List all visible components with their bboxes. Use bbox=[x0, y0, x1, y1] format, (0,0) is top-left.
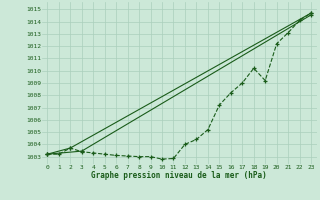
X-axis label: Graphe pression niveau de la mer (hPa): Graphe pression niveau de la mer (hPa) bbox=[91, 171, 267, 180]
